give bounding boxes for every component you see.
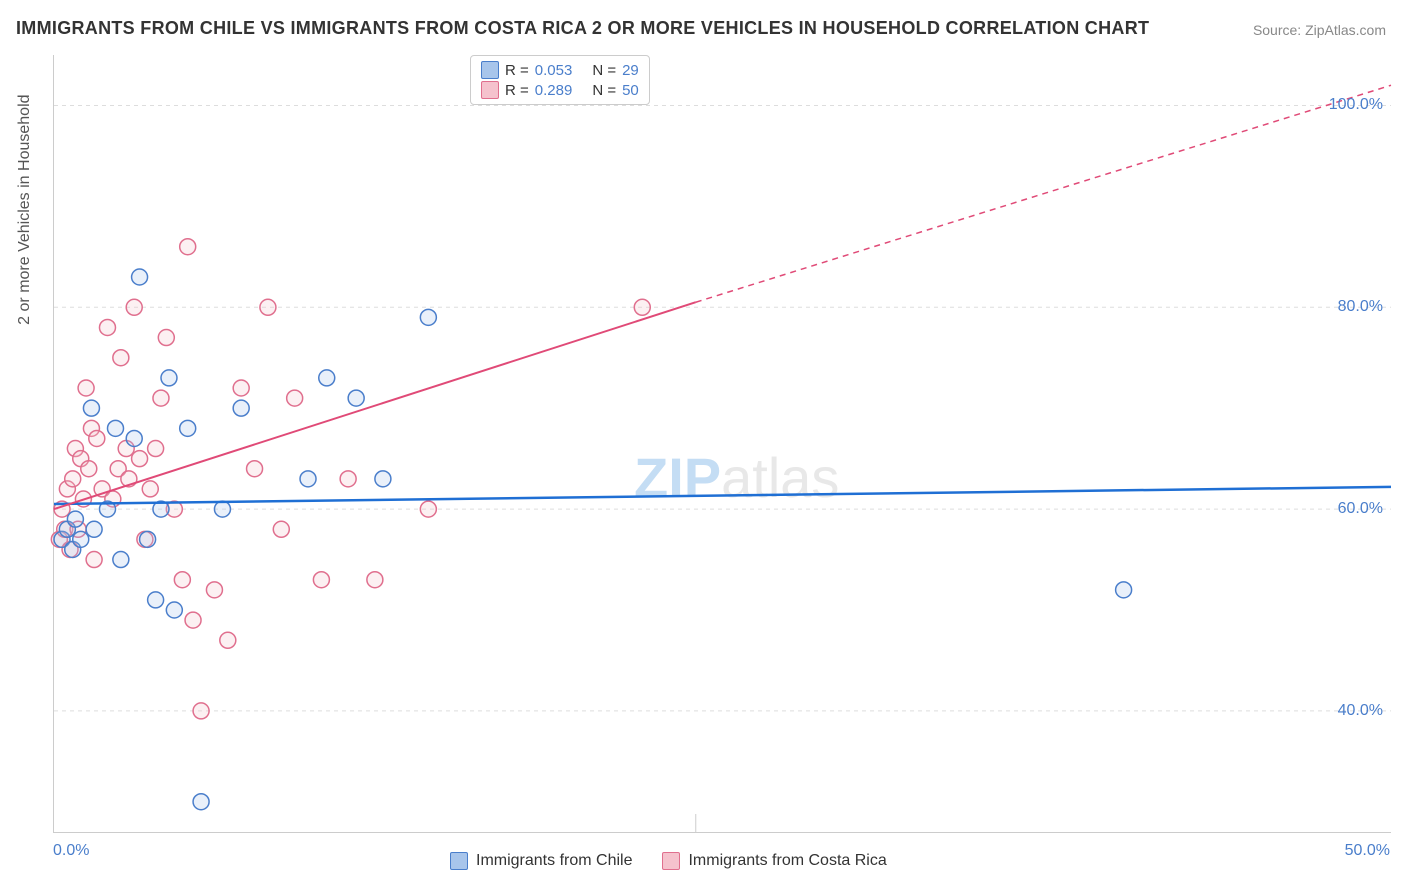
y-axis-label: 2 or more Vehicles in Household bbox=[16, 94, 34, 324]
stats-legend: R = 0.053 N = 29 R = 0.289 N = 50 bbox=[470, 55, 650, 105]
y-tick-label: 80.0% bbox=[1338, 298, 1383, 316]
legend-label-2: Immigrants from Costa Rica bbox=[688, 852, 886, 870]
chart-svg bbox=[54, 55, 1391, 832]
y-tick-label: 100.0% bbox=[1329, 96, 1383, 114]
legend-swatch-2 bbox=[662, 852, 680, 870]
bottom-legend: Immigrants from Chile Immigrants from Co… bbox=[450, 852, 887, 870]
legend-label-1: Immigrants from Chile bbox=[476, 852, 632, 870]
swatch-series1 bbox=[481, 61, 499, 79]
r-label-2: R = bbox=[505, 82, 529, 99]
y-tick-label: 40.0% bbox=[1338, 702, 1383, 720]
s1-R: 0.053 bbox=[535, 62, 573, 79]
legend-swatch-1 bbox=[450, 852, 468, 870]
legend-item-2: Immigrants from Costa Rica bbox=[662, 852, 886, 870]
n-label: N = bbox=[592, 62, 616, 79]
y-tick-label: 60.0% bbox=[1338, 500, 1383, 518]
source-attribution: Source: ZipAtlas.com bbox=[1253, 22, 1386, 38]
swatch-series2 bbox=[481, 81, 499, 99]
r-label: R = bbox=[505, 62, 529, 79]
chart-title: IMMIGRANTS FROM CHILE VS IMMIGRANTS FROM… bbox=[16, 18, 1149, 39]
s2-N: 50 bbox=[622, 82, 639, 99]
plot-area: ZIPatlas 40.0%60.0%80.0%100.0% bbox=[53, 55, 1391, 833]
x-tick-label: 0.0% bbox=[53, 842, 89, 860]
stats-row-1: R = 0.053 N = 29 bbox=[481, 60, 639, 80]
n-label-2: N = bbox=[592, 82, 616, 99]
legend-item-1: Immigrants from Chile bbox=[450, 852, 632, 870]
s2-R: 0.289 bbox=[535, 82, 573, 99]
s1-N: 29 bbox=[622, 62, 639, 79]
stats-row-2: R = 0.289 N = 50 bbox=[481, 80, 639, 100]
x-tick-label: 50.0% bbox=[1345, 842, 1390, 860]
